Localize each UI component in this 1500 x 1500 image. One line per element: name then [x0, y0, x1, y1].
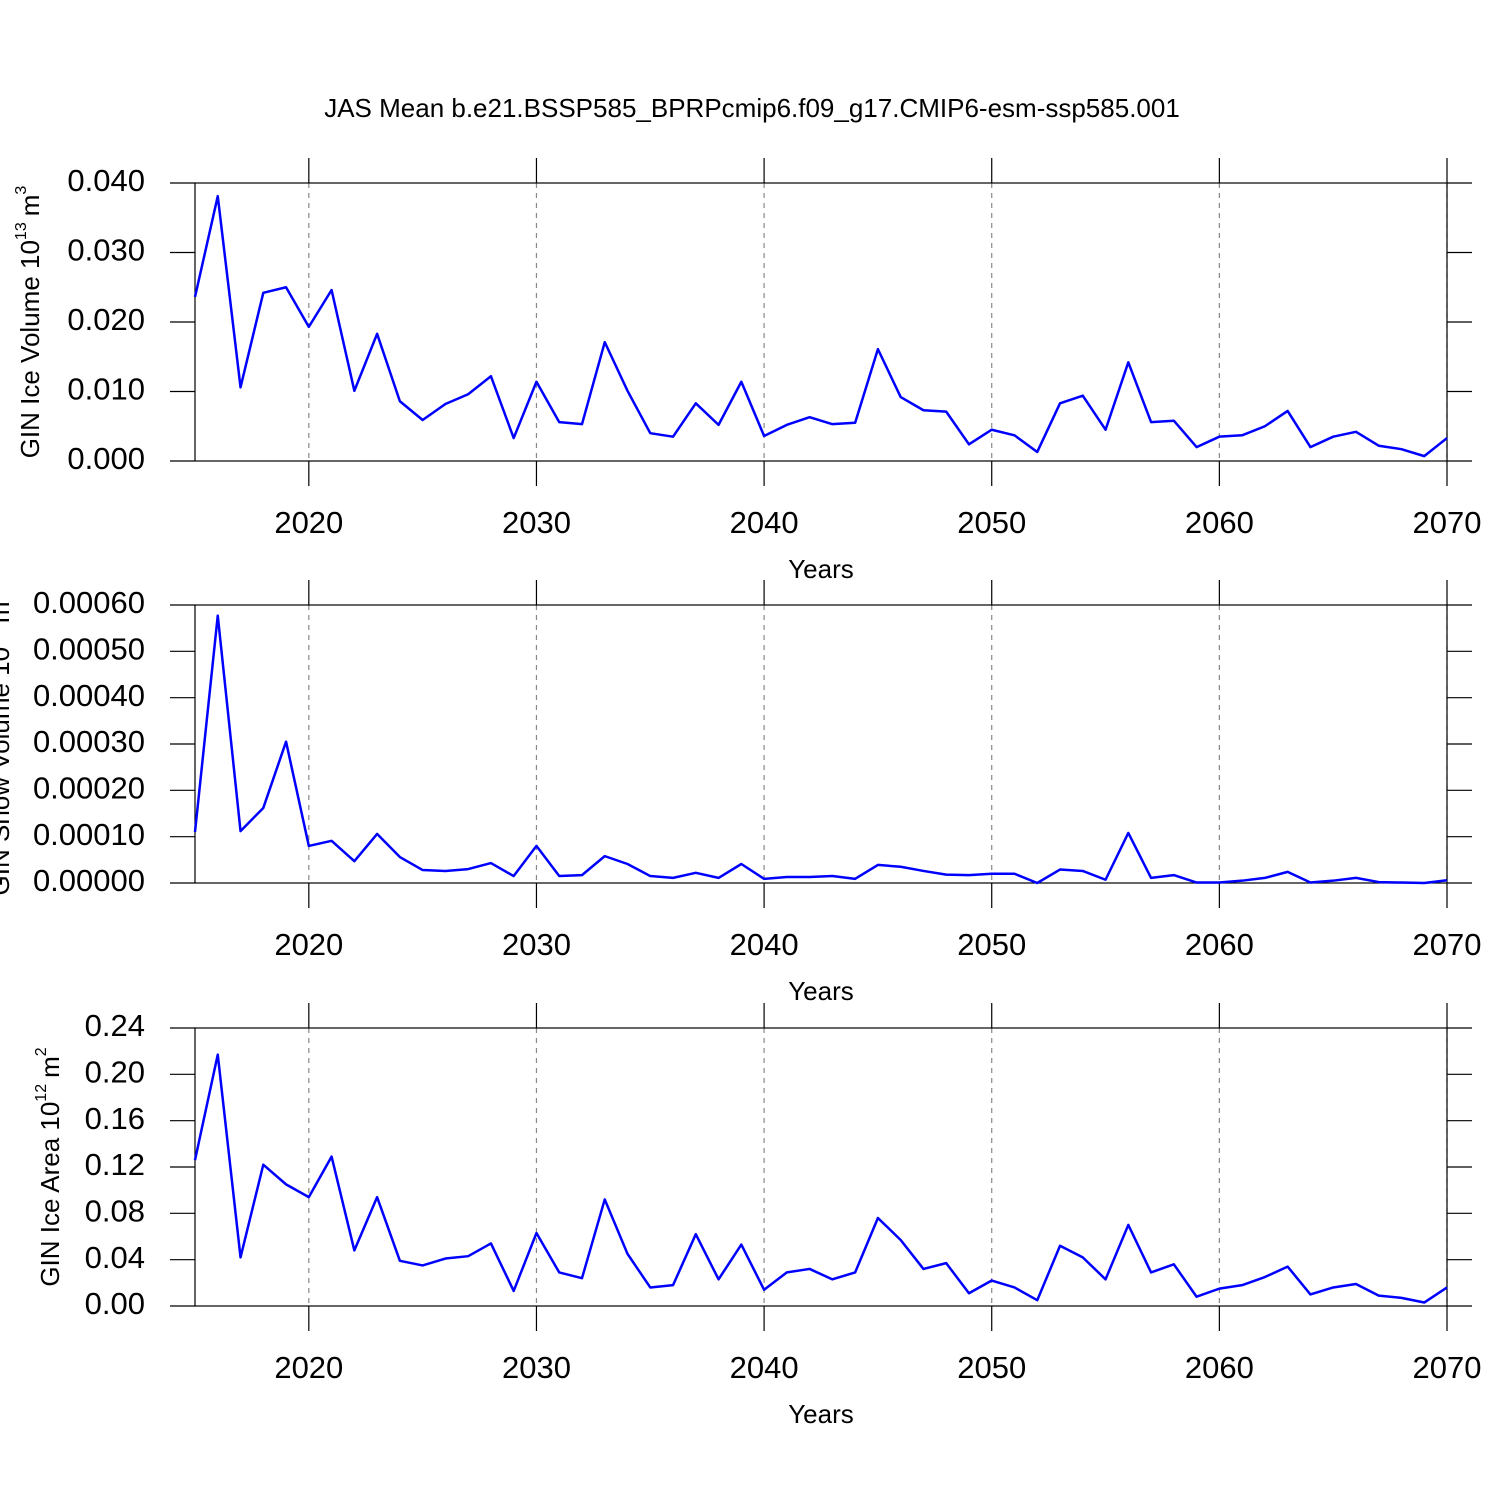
y-tick-label: 0.00000 — [33, 863, 145, 898]
y-axis-label: GIN Ice Area 1012 m2 — [33, 1047, 65, 1286]
x-tick-label: 2040 — [730, 505, 799, 540]
y-label-unit: m — [15, 195, 45, 217]
y-label-exp: 12 — [33, 1084, 50, 1102]
y-tick-label: 0.000 — [67, 441, 145, 476]
plot-frame — [194, 1027, 1448, 1307]
y-tick-label: 0.00010 — [33, 817, 145, 852]
x-tick-label: 2020 — [274, 1350, 343, 1385]
y-tick-label: 0.00040 — [33, 678, 145, 713]
y-tick-label: 0.020 — [67, 302, 145, 337]
x-axis-label: Years — [788, 976, 854, 1006]
y-tick-label: 0.20 — [85, 1055, 145, 1090]
y-tick-label: 0.00050 — [33, 632, 145, 667]
x-tick-label: 2050 — [957, 1350, 1026, 1385]
y-tick-label: 0.040 — [67, 163, 145, 198]
y-tick-label: 0.24 — [85, 1008, 145, 1043]
plot-frame — [194, 604, 1448, 884]
y-label-unit-exp: 3 — [13, 186, 30, 195]
x-tick-label: 2030 — [502, 1350, 571, 1385]
x-tick-label: 2040 — [730, 1350, 799, 1385]
y-tick-label: 0.00020 — [33, 771, 145, 806]
x-tick-label: 2070 — [1413, 927, 1482, 962]
data-line — [193, 1053, 1448, 1304]
y-tick-label: 0.030 — [67, 233, 145, 268]
x-tick-label: 2050 — [957, 505, 1026, 540]
plot-frame — [194, 182, 1448, 462]
y-label-text: GIN Snow Volume 10 — [0, 647, 15, 896]
y-label-text: GIN Ice Volume 10 — [15, 240, 45, 458]
data-line — [193, 614, 1448, 885]
y-tick-label: 0.04 — [85, 1240, 145, 1275]
y-axis-label: GIN Snow Volume 1013m3 — [0, 592, 15, 895]
x-axis-label: Years — [788, 1399, 854, 1429]
y-tick-label: 0.00030 — [33, 724, 145, 759]
y-axis-label: GIN Ice Volume 1013 m3 — [13, 186, 45, 459]
data-line — [193, 194, 1448, 458]
y-tick-label: 0.12 — [85, 1147, 145, 1182]
panel: 2020 2030 2040 2050 2060 2070 0.000 0.010 0.020 0… — [13, 158, 1481, 584]
x-tick-label: 2050 — [957, 927, 1026, 962]
x-tick-label: 2040 — [730, 927, 799, 962]
y-tick-label: 0.010 — [67, 372, 145, 407]
y-label-text: GIN Ice Area 10 — [35, 1102, 65, 1287]
y-tick-label: 0.00 — [85, 1286, 145, 1321]
y-tick-label: 0.16 — [85, 1101, 145, 1136]
y-tick-label: 0.08 — [85, 1194, 145, 1229]
y-label-unit: m — [0, 601, 15, 623]
x-tick-label: 2030 — [502, 927, 571, 962]
y-label-unit: m — [35, 1056, 65, 1078]
panel: 2020 2030 2040 2050 2060 2070 0.00 0.04 0.08 0.12… — [33, 1003, 1481, 1429]
x-tick-label: 2060 — [1185, 927, 1254, 962]
figure-title: JAS Mean b.e21.BSSP585_BPRPcmip6.f09_g17… — [324, 93, 1180, 123]
y-label-unit-exp: 2 — [33, 1047, 50, 1056]
y-label-exp: 13 — [13, 222, 30, 240]
x-tick-label: 2030 — [502, 505, 571, 540]
x-tick-label: 2070 — [1413, 1350, 1482, 1385]
panel: 2020 2030 2040 2050 2060 2070 0.00000 0.00010 0.… — [0, 580, 1481, 1006]
x-tick-label: 2060 — [1185, 1350, 1254, 1385]
x-tick-label: 2060 — [1185, 505, 1254, 540]
x-tick-label: 2020 — [274, 505, 343, 540]
y-tick-label: 0.00060 — [33, 585, 145, 620]
x-tick-label: 2070 — [1413, 505, 1482, 540]
x-axis-label: Years — [788, 554, 854, 584]
x-tick-label: 2020 — [274, 927, 343, 962]
